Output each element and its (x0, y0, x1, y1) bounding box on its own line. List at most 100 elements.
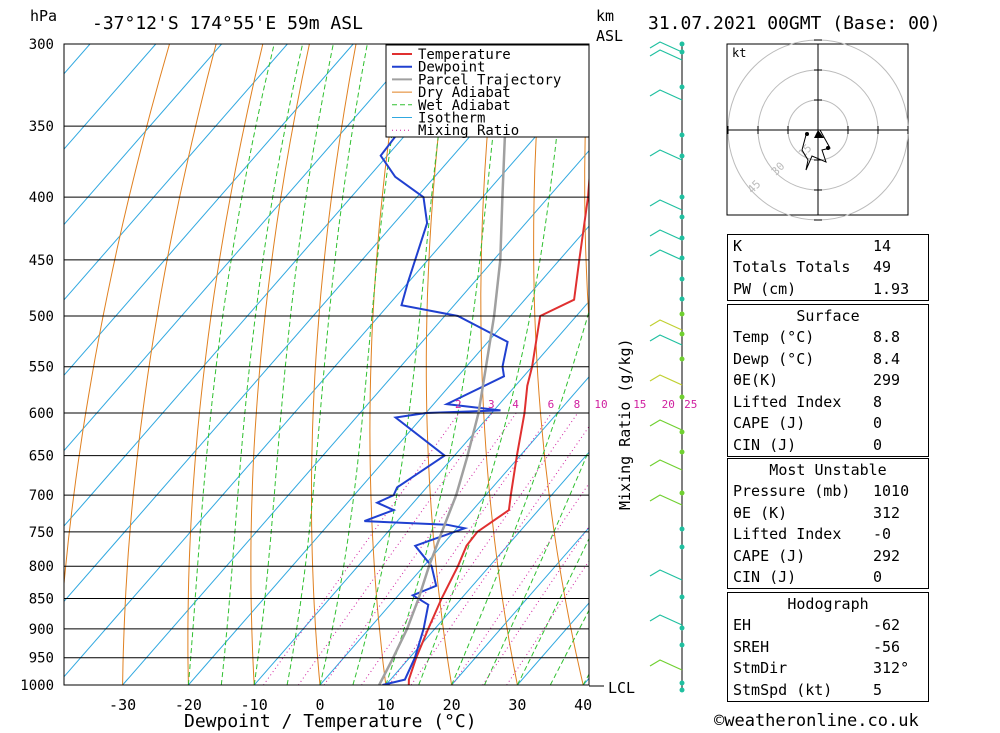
dry-adiabat-line (311, 44, 357, 685)
stat-value: 292 (873, 546, 901, 565)
legend-label: Dewpoint (418, 60, 485, 76)
storm-motion-marker (814, 130, 824, 138)
legend-label: Wet Adiabat (418, 98, 511, 114)
wind-level-dot (679, 132, 685, 138)
stat-label: K (733, 236, 743, 255)
stat-label: CAPE (J) (733, 414, 806, 433)
wind-level-dot (679, 153, 685, 159)
hpa-unit-label: hPa (30, 7, 57, 25)
mixing-ratio-tick-label: 2 (455, 398, 462, 411)
mixing-ratio-tick-label: 6 (548, 398, 555, 411)
wind-barb (649, 374, 683, 386)
mixing-ratio-tick-label: 10 (594, 398, 607, 411)
isotherm-line (253, 300, 589, 685)
temperature-tick-label: 30 (508, 696, 526, 714)
stat-row: EH -62 (728, 615, 928, 637)
wind-barb (649, 229, 683, 241)
wind-barb (649, 319, 683, 331)
stat-row: CAPE (J) 0 (728, 413, 928, 435)
stat-value: 5 (873, 680, 883, 699)
mixing-ratio-line (506, 560, 589, 685)
wind-barb (649, 89, 683, 101)
dry-adiabat-line (533, 44, 584, 685)
profile-lines (364, 44, 589, 685)
temperature-tick-label: -10 (241, 696, 268, 714)
legend-label: Parcel Trajectory (418, 72, 561, 88)
wind-level-dot (679, 356, 685, 362)
most-unstable-box: Most Unstable Pressure (mb) 1010 θE (K) 312… (727, 458, 929, 589)
stat-row: Dewp (°C) 8.4 (728, 348, 928, 370)
dry-adiabat-line (250, 44, 310, 685)
wind-level-dot (679, 194, 685, 200)
stat-label: Lifted Index (733, 525, 842, 544)
stat-row: Lifted Index -0 (728, 524, 928, 546)
stat-row: θE (K) 312 (728, 502, 928, 524)
temperature-tick-label: 40 (574, 696, 592, 714)
wet-adiabat-line (516, 537, 589, 685)
hodograph-point (826, 146, 830, 150)
wind-barb (649, 149, 683, 161)
stat-label: Temp (°C) (733, 328, 815, 347)
stat-label: EH (733, 616, 752, 635)
wind-barb (649, 49, 683, 61)
credit-link[interactable]: ©weatheronline.co.uk (714, 711, 919, 731)
surface-box: Surface Temp (°C) 8.8 Dewp (°C) 8.4 θE(K) 299… (727, 304, 929, 457)
stat-row: Temp (°C) 8.8 (728, 327, 928, 349)
isotherm-line (122, 149, 589, 685)
stat-row: Totals Totals 49 (728, 257, 928, 279)
wind-level-dot (679, 84, 685, 90)
mixing-ratio-tick-label: 20 (662, 398, 675, 411)
stat-row: CIN (J) 0 (728, 567, 928, 589)
stat-row: SREH -56 (728, 636, 928, 658)
pressure-tick-label: 650 (29, 449, 54, 465)
wet-adiabat-line (484, 448, 589, 685)
mixing-ratio-axis-title: Mixing Ratio (g/kg) (616, 338, 634, 510)
wet-adiabat-line (253, 44, 334, 685)
stat-value: 0 (873, 435, 883, 454)
mixing-ratio-labels: 2 3 4 6 8 10 15 20 25 (455, 398, 697, 411)
stat-value: 1.93 (873, 279, 910, 298)
stat-value: -56 (873, 637, 901, 656)
stat-value: -0 (873, 525, 892, 544)
stat-value: 8.8 (873, 328, 901, 347)
datetime-title: 31.07.2021 00GMT (Base: 00) (648, 13, 941, 34)
wind-level-dot (679, 41, 685, 47)
wind-level-dot (679, 276, 685, 282)
dry-adiabat-line (634, 44, 715, 685)
hodograph-stats-title: Hodograph (787, 594, 869, 613)
stat-label: StmDir (733, 659, 788, 678)
x-axis-title: Dewpoint / Temperature (°C) (184, 711, 477, 732)
stat-label: Lifted Index (733, 392, 842, 411)
stat-row: Pressure (mb) 1010 (728, 481, 928, 503)
isotherm-line (64, 44, 551, 603)
stat-row: CIN (J) 0 (728, 434, 928, 456)
hodograph-stats-box: Hodograph EH -62 SREH -56 StmDir 312° StmSpd (… (727, 592, 929, 702)
isotherm-line (64, 44, 222, 226)
mixing-ratio-line (297, 412, 493, 685)
wind-level-dot (679, 296, 685, 302)
stat-row: StmSpd (kt) 5 (728, 679, 928, 701)
pressure-tick-label: 1000 (20, 678, 54, 694)
wind-barb (649, 334, 683, 346)
legend-label: Mixing Ratio (418, 123, 519, 139)
surface-title: Surface (796, 306, 860, 325)
mixing-ratio-line (323, 412, 517, 685)
stat-label: θE(K) (733, 371, 779, 390)
pressure-tick-label: 600 (29, 406, 54, 422)
mixing-ratio-tick-label: 4 (512, 398, 519, 411)
wet-adiabat-line (286, 44, 368, 685)
isotherm-line (64, 44, 288, 301)
pressure-tick-label: 550 (29, 360, 54, 376)
wind-barb (649, 199, 683, 211)
wind-barb (649, 494, 683, 506)
stat-value: 1010 (873, 482, 910, 501)
legend-label: Dry Adiabat (418, 85, 511, 101)
stat-value: 8.4 (873, 349, 901, 368)
stat-label: Totals Totals (733, 258, 851, 277)
stat-value: 312 (873, 503, 901, 522)
pressure-tick-label: 300 (29, 37, 54, 53)
mixing-ratio-tick-label: 15 (633, 398, 646, 411)
pressure-tick-label: 350 (29, 119, 54, 135)
